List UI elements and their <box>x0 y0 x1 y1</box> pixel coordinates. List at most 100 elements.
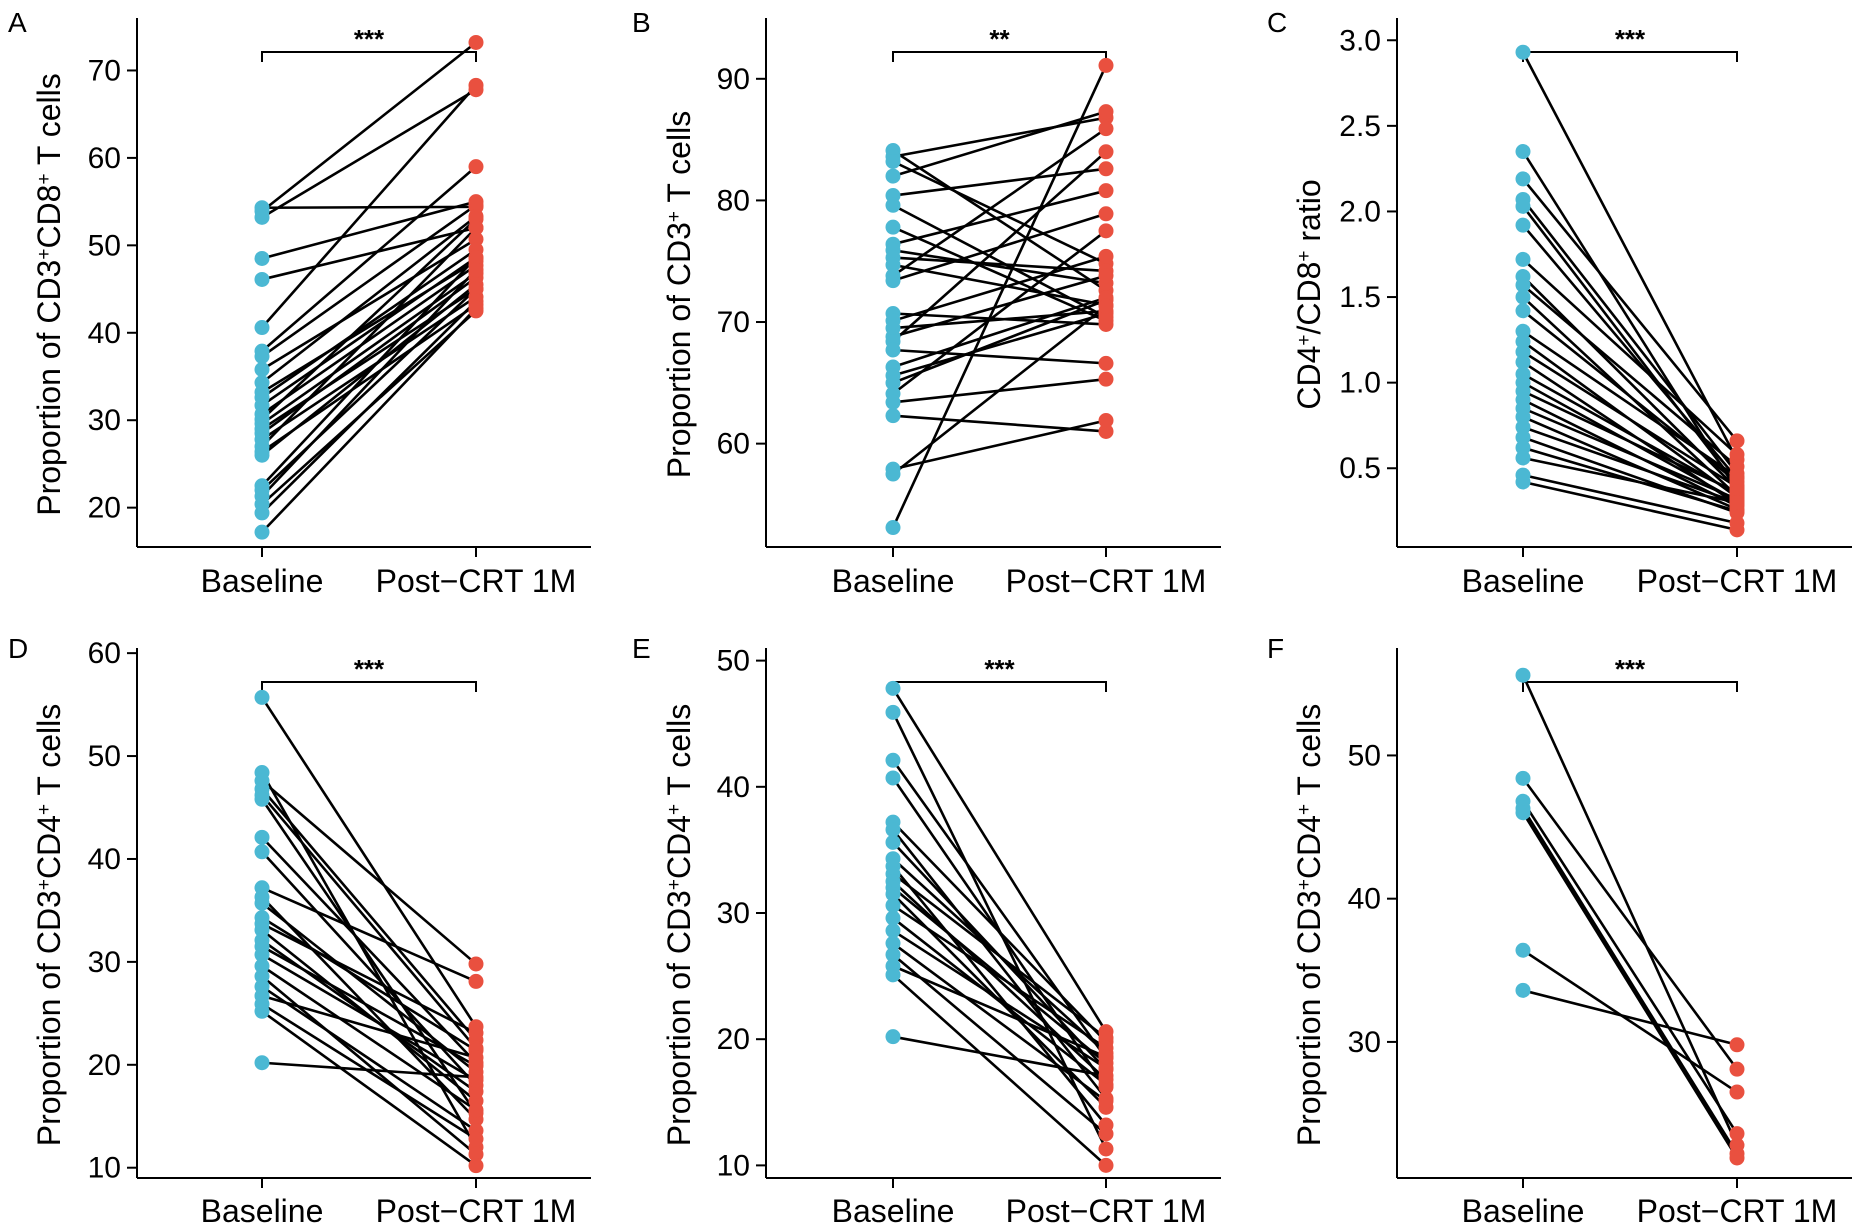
panel-c-pair-line <box>1522 284 1738 468</box>
panel-a-pair-line <box>261 200 477 260</box>
panel-e-post-point <box>1098 1126 1114 1142</box>
panel-a-baseline-point <box>254 362 270 378</box>
panel-d-post-point <box>468 1102 484 1118</box>
panel-a-pair-line <box>261 276 477 435</box>
panel-e-pair-line <box>891 687 1108 1033</box>
panel-d-pair-line <box>260 798 478 1114</box>
panel-d-category-label: Post−CRT 1M <box>376 1193 577 1228</box>
panel-b-baseline-point <box>885 273 901 289</box>
panel-c-post-point <box>1729 469 1745 485</box>
panel-d-pair-line <box>261 953 477 1082</box>
panel-c-pair-line <box>1522 473 1738 525</box>
panel-d-baseline-point <box>254 895 270 911</box>
panel-c-baseline-point <box>1515 323 1531 339</box>
panel-a-pair-line <box>261 84 477 329</box>
panel-e-baseline-point <box>885 947 901 963</box>
panel-d-pair-line <box>261 922 477 1035</box>
panel-a-pair-line <box>261 307 477 534</box>
panel-d-baseline-point <box>254 1003 270 1019</box>
panel-c-post-point <box>1729 433 1745 449</box>
panel-b-pair-line <box>892 110 1107 178</box>
panel-d-pair-line <box>261 886 477 983</box>
panel-a-pair-line <box>261 256 477 487</box>
panel-b-pair-line <box>892 150 1107 343</box>
panel-c-baseline-point <box>1515 429 1531 445</box>
panel-f-pair-line <box>1521 800 1739 1135</box>
panel-a-pair-line <box>261 226 477 448</box>
panel-d-significance-bracket <box>261 681 477 692</box>
panel-c-ytick-label: 1.5 <box>1339 281 1381 314</box>
panel-f-category-label: Baseline <box>1462 1193 1585 1228</box>
panel-b-pair-line <box>892 127 1107 277</box>
panel-c-ytick-label: 3.0 <box>1339 24 1381 57</box>
panel-f-baseline-point <box>1515 942 1531 958</box>
panel-b-pair-line <box>891 64 1108 529</box>
panel-d-ytick-label: 60 <box>88 637 121 670</box>
panel-d-ytick-label: 20 <box>88 1049 121 1082</box>
panel-c-post-point <box>1729 522 1745 538</box>
panel-e-significance-label: *** <box>984 654 1015 684</box>
panel-a-ytick-label: 20 <box>88 492 121 525</box>
panel-b-ytick-label: 90 <box>717 63 750 96</box>
panel-c-ytick-label: 0.5 <box>1339 452 1381 485</box>
panel-b-pair-line <box>892 225 1107 322</box>
panel-c-baseline-point <box>1515 344 1531 360</box>
panel-c-pair-line <box>1521 51 1739 461</box>
panel-b-pair-line <box>892 263 1107 307</box>
panel-b-pair-line <box>892 229 1107 395</box>
panel-f-baseline-point <box>1515 982 1531 998</box>
panel-e-baseline-point <box>885 923 901 939</box>
panel-e-post-point <box>1098 1141 1114 1157</box>
panel-d-post-point <box>468 956 484 972</box>
panel-f-post-point <box>1729 1061 1745 1077</box>
panel-f-post-point <box>1729 1037 1745 1053</box>
panel-a-category-label: Post−CRT 1M <box>376 563 577 599</box>
panel-b-letter: B <box>632 7 651 38</box>
panel-d-pair-line <box>261 779 477 965</box>
panel-f-significance-bracket <box>1522 681 1738 692</box>
panel-c-pair-line <box>1521 150 1739 492</box>
panel-b-significance-label: ** <box>989 24 1010 54</box>
panel-d-post-point <box>468 1146 484 1162</box>
panel-a-pair-line <box>261 226 477 281</box>
panel-d-pair-line <box>261 985 477 1132</box>
panel-d-post-point <box>468 1158 484 1174</box>
panel-e-baseline-point <box>885 834 901 850</box>
panel-d-baseline-point <box>254 844 270 860</box>
panel-b-category-label: Post−CRT 1M <box>1006 563 1207 599</box>
panel-c-post-point <box>1729 447 1745 463</box>
panel-d-post-point <box>468 973 484 989</box>
panel-a-baseline-point <box>254 250 270 266</box>
panel-a-significance-label: *** <box>354 24 385 54</box>
panel-e-post-point <box>1098 1068 1114 1084</box>
panel-d-baseline-point <box>254 791 270 807</box>
panel-d-baseline-point <box>254 947 270 963</box>
panel-b-post-point <box>1098 268 1114 284</box>
panel-f-pair-line <box>1521 812 1739 1159</box>
panel-c-baseline-point <box>1515 44 1531 60</box>
panel-f-baseline-point <box>1515 770 1531 786</box>
panel-d-baseline-point <box>254 1055 270 1071</box>
panel-c-baseline-point <box>1515 450 1531 466</box>
panel-a-ytick-label: 60 <box>88 142 121 175</box>
panel-b-post-point <box>1098 121 1114 137</box>
panel-b-post-point <box>1098 144 1114 160</box>
panel-f-ytick-label: 40 <box>1348 883 1381 916</box>
panel-c: C 0.5 1.0 1.5 2.0 2.5 3.0 Baseline Post−CRT 1M CD… <box>1267 7 1852 599</box>
panel-c-baseline-point <box>1515 474 1531 490</box>
panel-c-pair-line <box>1522 480 1738 532</box>
panel-b-baseline-point <box>885 466 901 482</box>
panel-d-pair-line <box>261 1002 477 1140</box>
panel-a-post-point <box>468 231 484 247</box>
panel-a-pair-line <box>261 238 477 371</box>
panel-b-baseline-point <box>885 342 901 358</box>
panel-b-post-point <box>1098 223 1114 239</box>
panel-b-post-point <box>1098 355 1114 371</box>
panel-b-baseline-point <box>885 257 901 273</box>
panel-d-post-point <box>468 1025 484 1041</box>
panel-a-pair-line <box>261 248 477 399</box>
panel-e-pair-line <box>891 828 1108 1100</box>
panel-d-post-point <box>468 1131 484 1147</box>
panel-d-baseline-point <box>254 829 270 845</box>
panel-d-pair-line <box>261 788 477 1041</box>
